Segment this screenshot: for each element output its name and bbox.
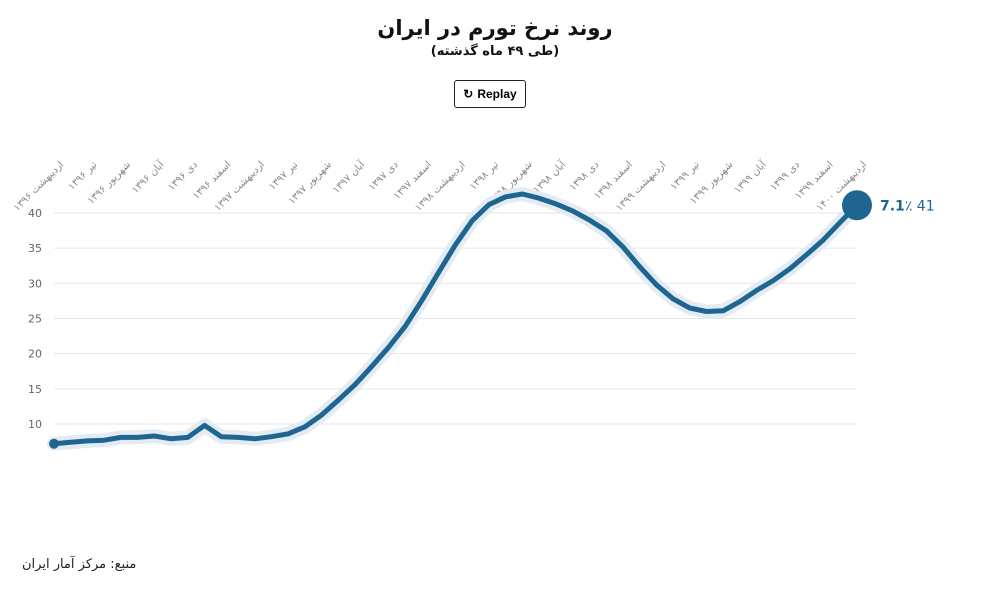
y-tick-label: 30 xyxy=(28,277,42,290)
x-tick-label: تیر ۱۳۹۶ xyxy=(66,159,99,192)
replay-button[interactable]: ↻ Replay xyxy=(454,80,526,108)
y-tick-label: 25 xyxy=(28,313,42,326)
y-tick-label: 35 xyxy=(28,242,42,255)
x-tick-label: آبان ۱۳۹۹ xyxy=(731,157,770,196)
x-tick-label: تیر ۱۳۹۷ xyxy=(267,159,300,192)
x-tick-label: دی ۱۳۹۶ xyxy=(166,159,200,193)
y-tick-label: 10 xyxy=(28,418,42,431)
series-line xyxy=(51,191,860,447)
x-tick-label: دی ۱۳۹۷ xyxy=(367,159,401,193)
end-value-bold: 7.1 xyxy=(880,198,905,214)
y-tick-label: 15 xyxy=(28,383,42,396)
replay-icon: ↻ xyxy=(463,87,474,101)
replay-label: Replay xyxy=(477,87,517,101)
x-tick-label: آبان ۱۳۹۸ xyxy=(530,157,569,196)
x-tick-label: آبان ۱۳۹۷ xyxy=(329,157,368,196)
data-point xyxy=(49,438,59,449)
x-tick-label: تیر ۱۳۹۹ xyxy=(669,159,702,192)
end-marker xyxy=(842,190,872,221)
source-note: منبع: مرکز آمار ایران xyxy=(22,557,137,572)
x-tick-label: اردیبهشت ۱۳۹۶ xyxy=(12,159,66,213)
end-value-rest: ٪ 41 xyxy=(905,198,935,214)
end-value-label: 7.1٪ 41 xyxy=(880,198,935,214)
y-tick-label: 20 xyxy=(28,348,42,361)
chart-title: روند نرخ تورم در ایران xyxy=(377,16,613,40)
x-tick-label: آبان ۱۳۹۶ xyxy=(129,157,168,196)
chart-subtitle: (طی ۴۹ ماه گذشته) xyxy=(430,44,560,59)
y-tick-label: 40 xyxy=(28,207,42,220)
x-tick-label: دی ۱۳۹۸ xyxy=(568,159,602,193)
x-tick-label: دی ۱۳۹۹ xyxy=(768,159,802,193)
x-tick-label: تیر ۱۳۹۸ xyxy=(468,159,501,192)
